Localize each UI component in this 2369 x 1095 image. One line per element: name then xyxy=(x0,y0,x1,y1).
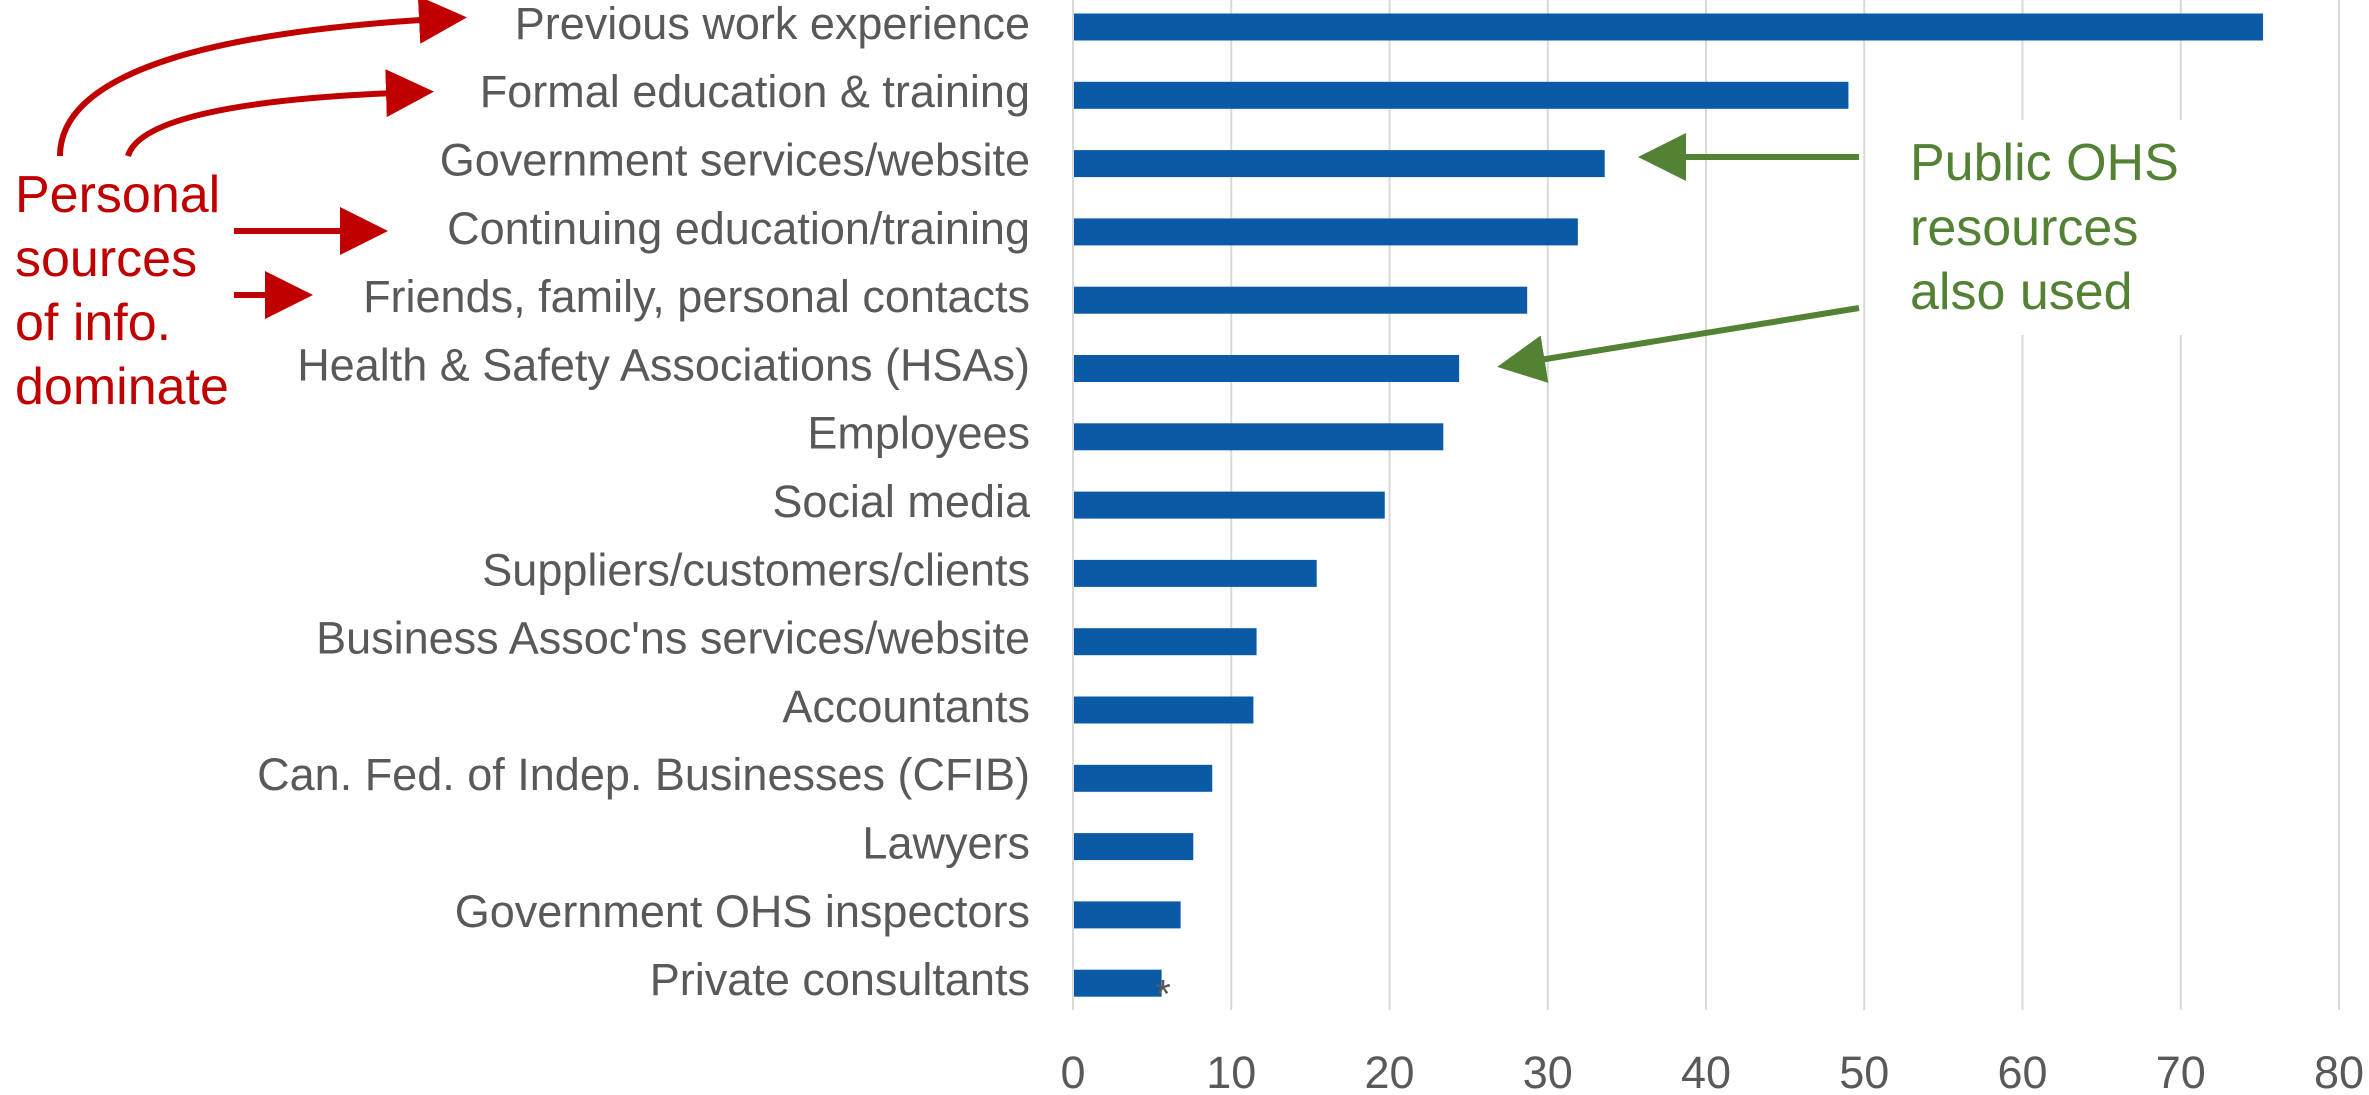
bar xyxy=(1073,833,1194,861)
y-tick-label: Accountants xyxy=(782,681,1030,732)
bar xyxy=(1073,355,1460,382)
x-tick-label: 80 xyxy=(2314,1047,2364,1095)
bar xyxy=(1073,218,1578,246)
y-tick-label: Government services/website xyxy=(440,134,1030,185)
y-tick-label: Social media xyxy=(772,476,1031,527)
bar xyxy=(1073,13,2264,41)
annotation: * xyxy=(1155,973,1171,1017)
x-tick-label: 60 xyxy=(1997,1047,2047,1095)
bar xyxy=(1073,559,1317,587)
bars xyxy=(1073,13,2264,997)
annotation-line: also used xyxy=(1910,263,2133,321)
y-tick-label: Previous work experience xyxy=(515,0,1030,49)
y-tick-label: Health & Safety Associations (HSAs) xyxy=(297,339,1030,390)
y-tick-label: Lawyers xyxy=(862,817,1030,868)
bar xyxy=(1073,764,1213,792)
arrow xyxy=(125,69,434,158)
bar xyxy=(1073,81,1849,109)
y-tick-label: Employees xyxy=(807,408,1030,459)
bar xyxy=(1073,423,1444,451)
y-tick-label: Suppliers/customers/clients xyxy=(482,544,1030,595)
annotation-line: dominate xyxy=(15,358,229,416)
y-tick-label: Business Assoc'ns services/website xyxy=(316,613,1030,664)
annotation-line: Personal xyxy=(15,166,220,224)
annotation: Public OHS resources also used xyxy=(1910,134,2193,321)
x-tick-label: 30 xyxy=(1523,1047,1573,1095)
annotation-line: sources xyxy=(15,230,197,288)
y-tick-label: Formal education & training xyxy=(480,66,1030,117)
annotation-line: of info. xyxy=(15,294,171,352)
arrow xyxy=(1497,305,1860,383)
bar xyxy=(1073,901,1181,929)
bar xyxy=(1073,696,1254,724)
y-tick-label: Continuing education/training xyxy=(447,203,1030,254)
y-tick-label: Private consultants xyxy=(650,954,1030,1005)
annotation: Personal sources of info. dominate xyxy=(15,166,235,416)
x-tick-label: 20 xyxy=(1364,1047,1414,1095)
y-tick-label: Friends, family, personal contacts xyxy=(363,271,1030,322)
x-tick-label: 40 xyxy=(1681,1047,1731,1095)
y-tick-label: Government OHS inspectors xyxy=(455,886,1030,937)
bar xyxy=(1073,628,1257,656)
annotation-background xyxy=(1880,120,2320,335)
y-tick-label: Can. Fed. of Indep. Businesses (CFIB) xyxy=(257,749,1030,800)
annotation-line: resources xyxy=(1910,199,2138,257)
x-tick-label: 70 xyxy=(2156,1047,2206,1095)
bar xyxy=(1073,286,1528,314)
arrow xyxy=(57,0,467,157)
x-tick-label: 50 xyxy=(1839,1047,1889,1095)
x-tick-label: 10 xyxy=(1206,1047,1256,1095)
bar xyxy=(1073,969,1162,997)
bar xyxy=(1073,491,1385,519)
x-tick-label: 0 xyxy=(1060,1047,1085,1095)
annotation-line: Public OHS xyxy=(1910,134,2179,192)
bar xyxy=(1073,150,1605,178)
